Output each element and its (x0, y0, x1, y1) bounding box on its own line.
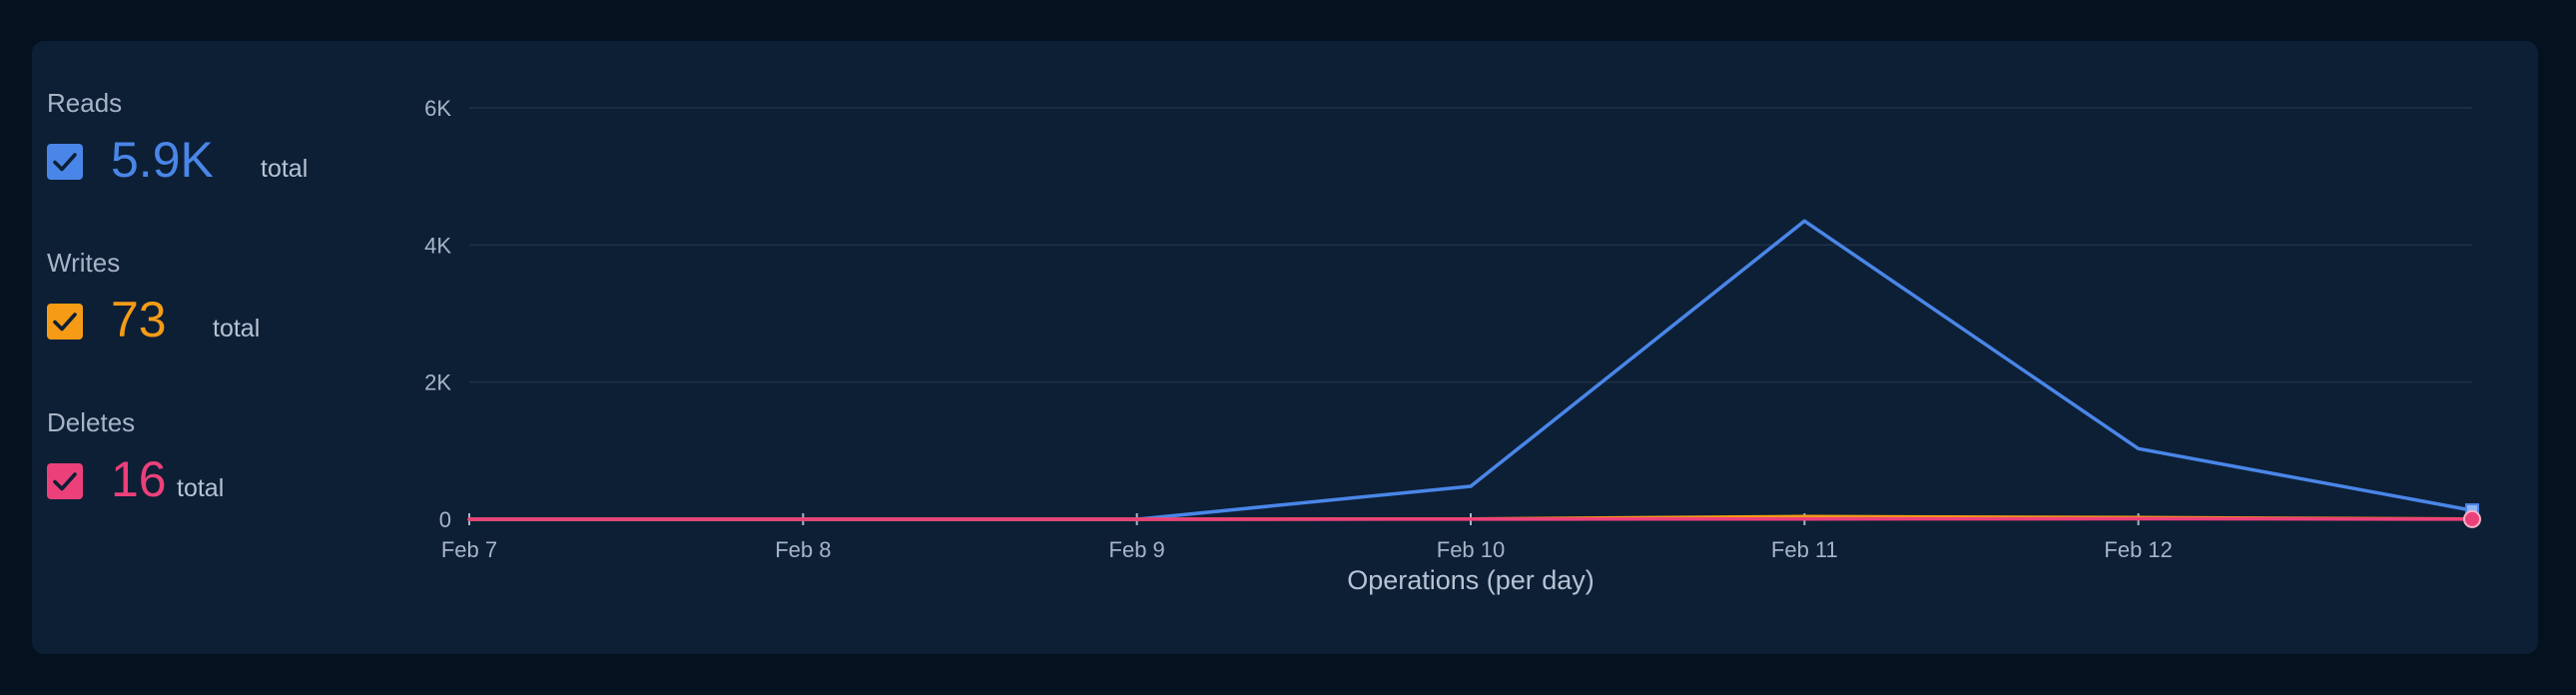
reads-total-unit: total (261, 155, 309, 183)
y-tick-label: 4K (424, 233, 451, 258)
deletes-total-unit: total (177, 474, 225, 502)
x-tick-label: Feb 8 (775, 537, 831, 562)
legend-item-deletes: Deletes 16 total (47, 407, 346, 567)
checkmark-icon (47, 304, 83, 340)
legend-item-reads: Reads 5.9K total (47, 88, 346, 248)
x-tick-label: Feb 12 (2104, 537, 2173, 562)
series-line-reads (467, 219, 2474, 521)
x-tick-label: Feb 7 (441, 537, 497, 562)
reads-label: Reads (47, 88, 123, 118)
writes-total-unit: total (213, 315, 261, 343)
reads-checkbox[interactable] (47, 144, 83, 180)
series-legend: Reads 5.9K total Writes 73 total D (47, 88, 346, 567)
x-tick-label: Feb 9 (1109, 537, 1165, 562)
reads-total-value: 5.9K (111, 132, 214, 188)
deletes-end-point (2463, 509, 2481, 528)
deletes-total-value: 16 (111, 451, 167, 507)
deletes-label: Deletes (47, 407, 136, 437)
checkmark-icon (47, 144, 83, 180)
writes-total-value: 73 (111, 292, 167, 348)
deletes-checkbox[interactable] (47, 463, 83, 499)
y-tick-label: 2K (424, 370, 451, 395)
x-tick-label: Feb 10 (1437, 537, 1506, 562)
x-tick-label: Feb 11 (1771, 537, 1838, 562)
y-tick-label: 6K (424, 96, 451, 121)
y-tick-label: 0 (439, 507, 451, 532)
writes-label: Writes (47, 248, 121, 278)
operations-card (32, 41, 2538, 654)
x-axis-title: Operations (per day) (1347, 565, 1595, 595)
series-line-deletes (467, 516, 2474, 521)
writes-checkbox[interactable] (47, 304, 83, 340)
checkmark-icon (47, 463, 83, 499)
legend-item-writes: Writes 73 total (47, 248, 346, 407)
